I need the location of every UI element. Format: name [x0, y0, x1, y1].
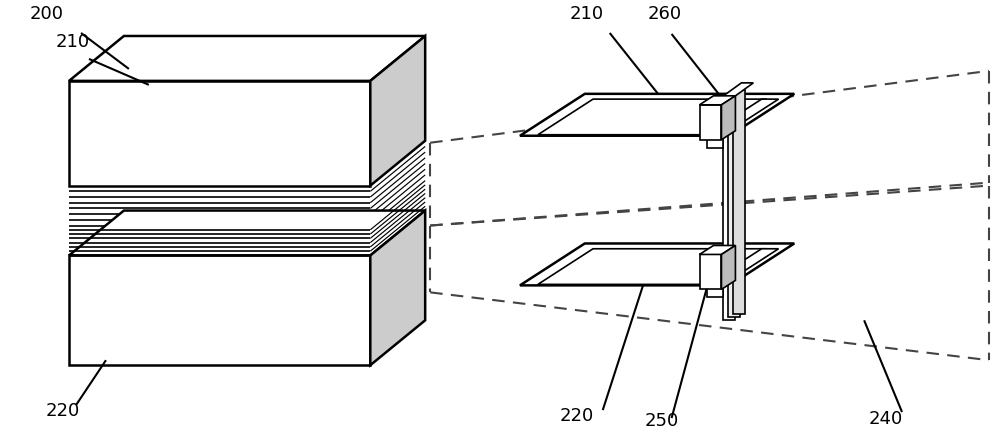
Polygon shape: [69, 211, 425, 256]
Polygon shape: [69, 36, 425, 81]
Text: 210: 210: [570, 5, 604, 23]
Polygon shape: [700, 246, 735, 254]
Text: 260: 260: [648, 5, 682, 23]
Polygon shape: [370, 36, 425, 186]
Polygon shape: [707, 249, 779, 284]
Polygon shape: [538, 249, 767, 284]
Polygon shape: [538, 99, 767, 135]
Polygon shape: [700, 254, 721, 290]
Polygon shape: [733, 90, 745, 314]
Text: 250: 250: [645, 412, 679, 430]
Text: 220: 220: [46, 402, 80, 420]
Text: 210: 210: [56, 33, 90, 51]
Polygon shape: [728, 93, 740, 317]
Text: 200: 200: [29, 5, 63, 23]
Polygon shape: [723, 96, 735, 320]
Polygon shape: [370, 211, 425, 365]
Text: 220: 220: [560, 407, 594, 425]
Polygon shape: [707, 135, 723, 148]
Polygon shape: [520, 243, 794, 286]
Polygon shape: [700, 105, 721, 140]
Polygon shape: [69, 81, 370, 186]
Polygon shape: [707, 99, 779, 135]
Polygon shape: [721, 96, 735, 140]
Text: 240: 240: [869, 410, 903, 428]
Polygon shape: [700, 96, 735, 105]
Polygon shape: [69, 256, 370, 365]
Polygon shape: [520, 94, 794, 136]
Polygon shape: [721, 246, 735, 290]
Polygon shape: [723, 83, 753, 96]
Polygon shape: [707, 284, 723, 297]
